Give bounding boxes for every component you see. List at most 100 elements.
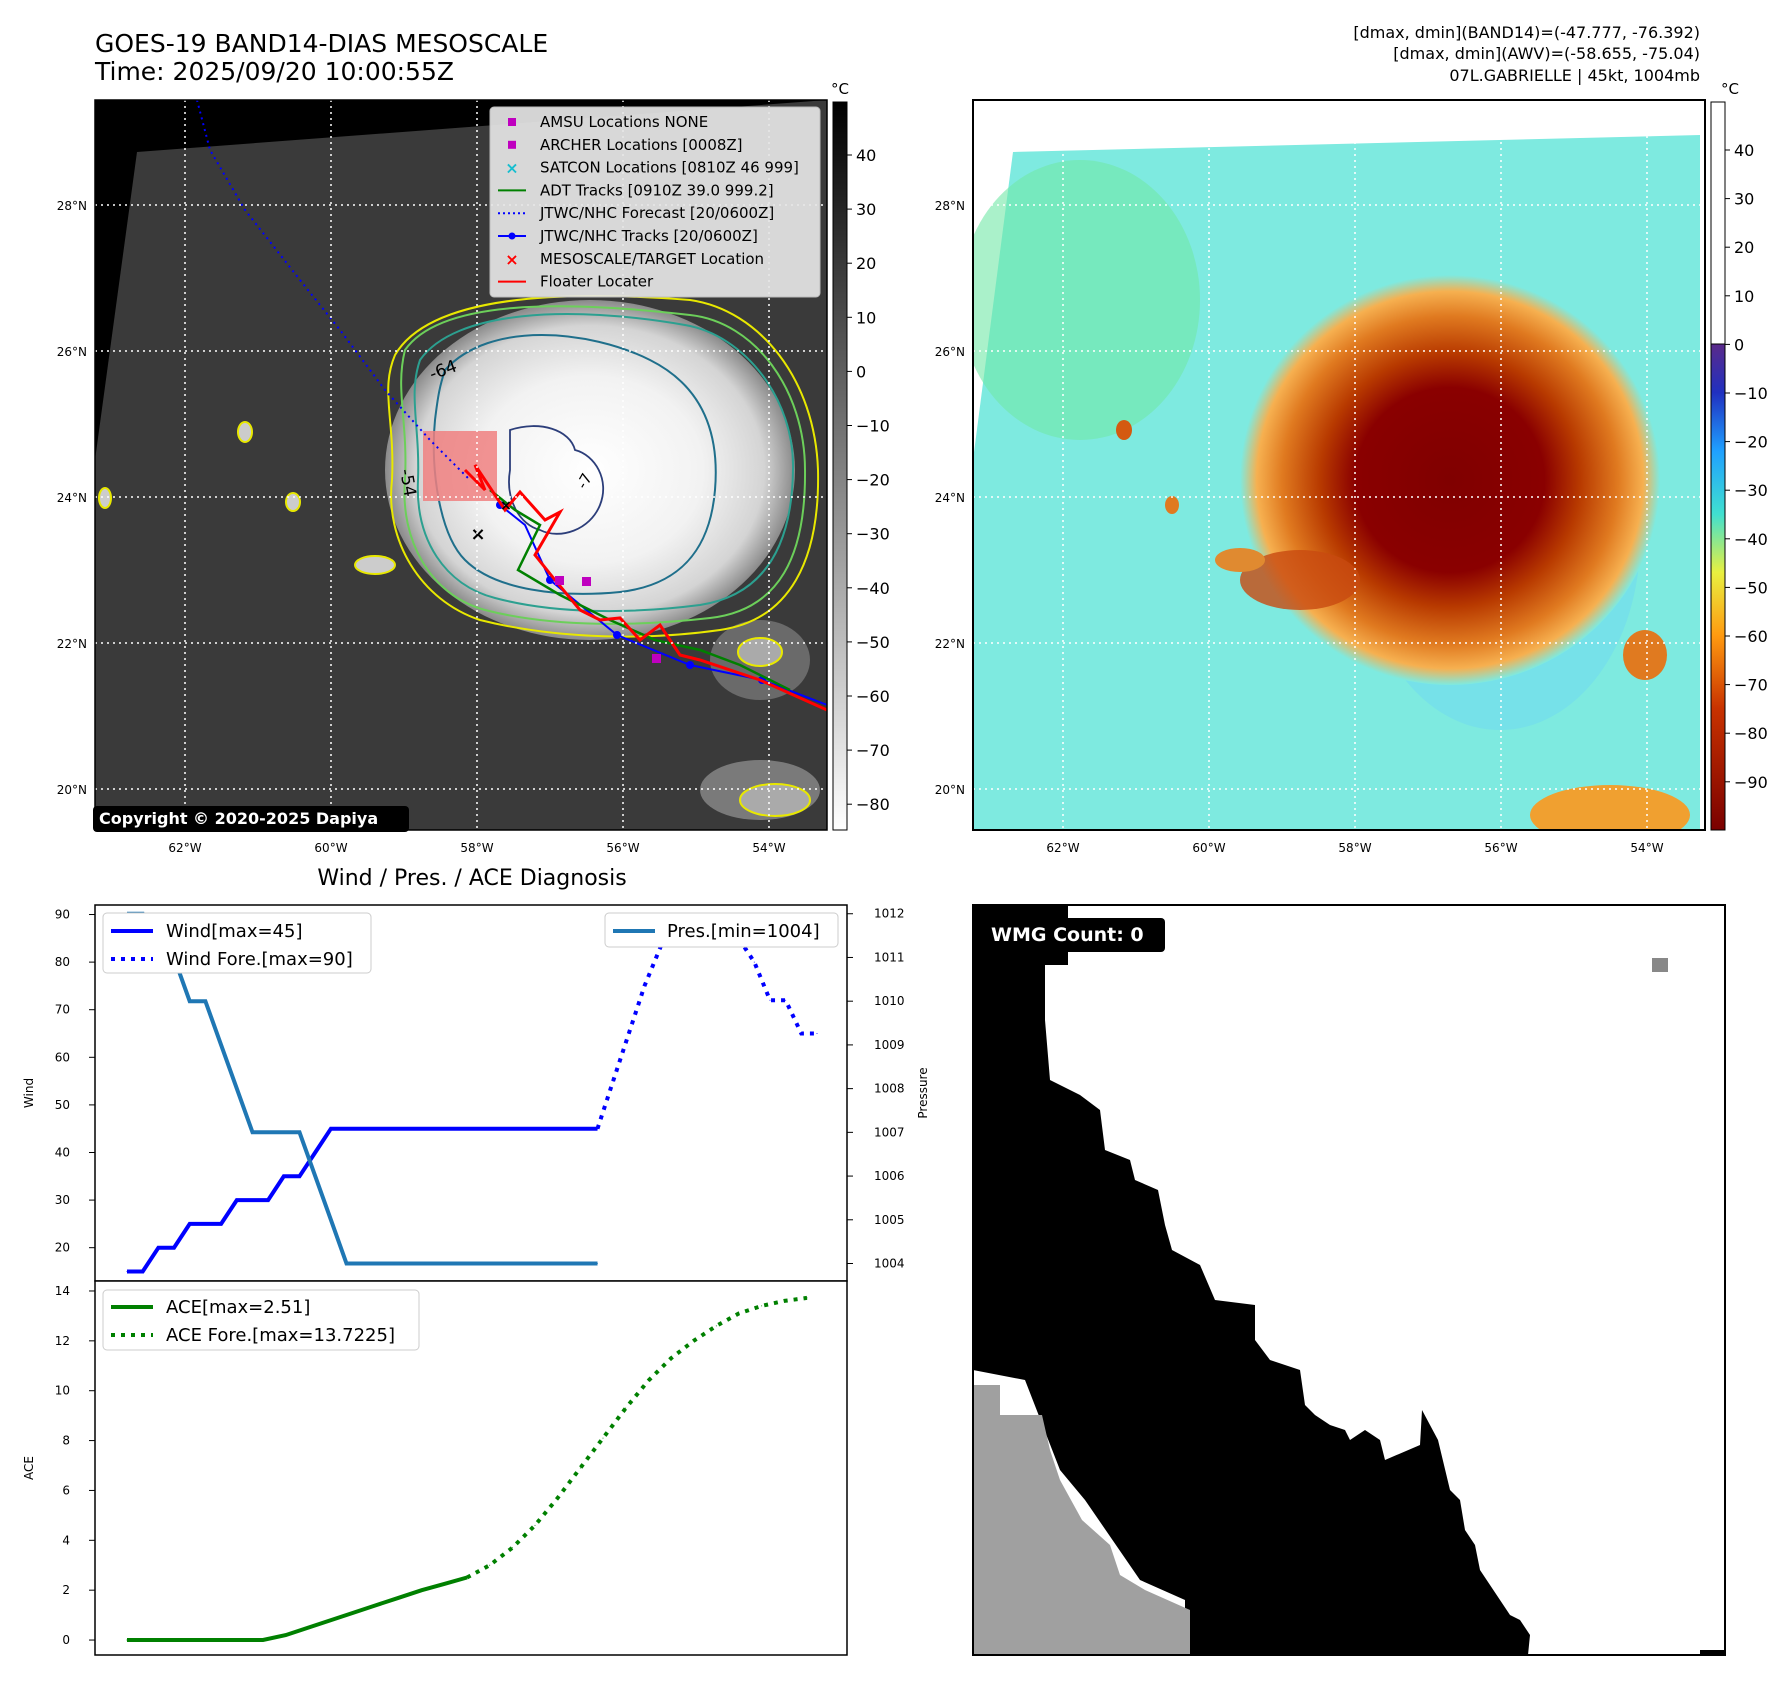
lat-label: 22°N: [57, 637, 87, 651]
colorbar-tick-label: −60: [856, 687, 890, 706]
ace-series-point: [239, 1639, 241, 1641]
series-point: [549, 1128, 551, 1130]
awv-gridlines: 28°N 26°N 24°N 22°N 20°N 62°W 60°W 58°W 56°W 54°W: [935, 100, 1705, 855]
series-point: [314, 1151, 316, 1153]
ir-gridlines: 28°N 26°N 24°N 22°N 20°N 62°W 60°W 58°W 56°W 54°W: [57, 100, 827, 855]
wind-fore-legend-label: Wind Fore.[max=90]: [166, 949, 353, 970]
colorbar-tick-label: −10: [856, 417, 890, 436]
awv-cloud-shield: [1240, 275, 1660, 685]
pressure-ytick-label: 1004: [874, 1257, 905, 1271]
series-point: [220, 1223, 222, 1225]
awv-cell: [1215, 548, 1265, 572]
legend-marker-dot: [508, 232, 516, 240]
legend-marker: [508, 118, 516, 126]
colorbar-tick-label: −90: [1734, 773, 1768, 792]
pressure-ytick-label: 1009: [874, 1038, 905, 1052]
colorbar-tick-label: −60: [1734, 627, 1768, 646]
wind-pressure-panel: Wind Pressure 20 30 40 50 60 70 80 90 1004 1005 10…: [22, 904, 930, 1282]
wind-ytick-label: 30: [55, 1193, 70, 1207]
legend-label: AMSU Locations NONE: [540, 113, 708, 131]
lat-label: 28°N: [935, 199, 965, 213]
wmg-gray-region: [973, 1385, 1190, 1655]
colorbar-tick-label: 10: [1734, 287, 1754, 306]
series-point: [534, 1128, 536, 1130]
ace-series-point: [307, 1627, 309, 1629]
awv-map-frame: [972, 99, 1706, 831]
wind-legend: [102, 912, 372, 974]
series-point: [534, 1263, 536, 1265]
info-awv: [dmax, dmin](AWV)=(-58.655, -75.04): [1393, 44, 1700, 63]
series-point: [518, 1128, 520, 1130]
contour-label-54: -54: [395, 467, 420, 498]
colorbar-tick-label: 20: [1734, 238, 1754, 257]
series-point: [251, 1199, 253, 1201]
pressure-legend: [604, 912, 839, 948]
pressure-ytick-label: 1006: [874, 1169, 905, 1183]
series-point: [361, 1263, 363, 1265]
ace-ytick-label: 8: [62, 1434, 70, 1448]
ace-series-point: [738, 1312, 740, 1314]
wind-ytick-label: 80: [55, 955, 70, 969]
series-point: [189, 1000, 191, 1002]
pressure-ytick-label: 1012: [874, 907, 905, 921]
legend-label: ADT Tracks [0910Z 39.0 999.2]: [540, 181, 774, 199]
contour-core: [508, 425, 605, 535]
legend-label: JTWC/NHC Tracks [20/0600Z]: [539, 227, 758, 245]
ace-series-point: [670, 1357, 672, 1359]
ace-series-point: [602, 1437, 604, 1439]
archer-marker: [555, 576, 564, 585]
lon-label: 54°W: [752, 841, 785, 855]
series-point: [471, 1263, 473, 1265]
lat-label: 28°N: [57, 199, 87, 213]
ace-series-point: [285, 1634, 287, 1636]
colorbar-tick-label: 30: [1734, 190, 1754, 209]
series-point: [126, 1270, 128, 1272]
ace-ytick-label: 4: [62, 1533, 70, 1547]
series-point: [440, 1263, 442, 1265]
colorbar-tick-label: −10: [1734, 384, 1768, 403]
series-point: [236, 1199, 238, 1201]
lat-label: 22°N: [935, 637, 965, 651]
ir-cell: [737, 637, 783, 667]
colorbar-tick-label: −70: [856, 741, 890, 760]
series-point: [581, 1128, 583, 1130]
colorbar-tick-label: 10: [856, 308, 876, 327]
info-storm: 07L.GABRIELLE | 45kt, 1004mb: [1449, 66, 1700, 85]
wind-ytick-label: 90: [55, 908, 70, 922]
series-point: [173, 1247, 175, 1249]
ace-legend: [102, 1289, 420, 1351]
adt-track: [489, 489, 791, 692]
ace-series-point: [171, 1639, 173, 1641]
lon-label: 56°W: [1484, 841, 1517, 855]
series-point: [424, 1263, 426, 1265]
legend-label: Floater Locater: [540, 273, 654, 291]
series-point: [596, 1263, 598, 1265]
series-point: [487, 1128, 489, 1130]
awv-colorbar-unit: °C: [1721, 80, 1739, 98]
wind-ytick-label: 70: [55, 1003, 70, 1017]
series-point: [581, 1263, 583, 1265]
ace-series-point: [534, 1524, 536, 1526]
colorbar-tick-label: 20: [856, 254, 876, 273]
series-point: [800, 1033, 802, 1035]
series-point: [565, 1128, 567, 1130]
legend-label: JTWC/NHC Forecast [20/0600Z]: [539, 204, 774, 222]
series-point: [565, 1263, 567, 1265]
colorbar-tick-label: −70: [1734, 676, 1768, 695]
series-point: [236, 1088, 238, 1090]
awv-colorbar-gradient: [1710, 343, 1726, 831]
series-point: [142, 1270, 144, 1272]
colorbar-tick-label: −20: [856, 471, 890, 490]
wmg-count-label: WMG Count: 0: [991, 924, 1144, 946]
lon-label: 60°W: [314, 841, 347, 855]
ir-colorbar-gradient: [832, 101, 848, 831]
lat-label: 20°N: [57, 783, 87, 797]
figure-title: GOES-19 BAND14-DIAS MESOSCALE: [95, 29, 548, 58]
colorbar-tick-label: 0: [856, 362, 866, 381]
ace-series-point: [398, 1597, 400, 1599]
wmg-black-region: [973, 905, 1530, 1655]
series-point: [204, 1000, 206, 1002]
series-point: [299, 1175, 300, 1177]
ace-fore-legend-label: ACE Fore.[max=13.7225]: [166, 1325, 395, 1346]
